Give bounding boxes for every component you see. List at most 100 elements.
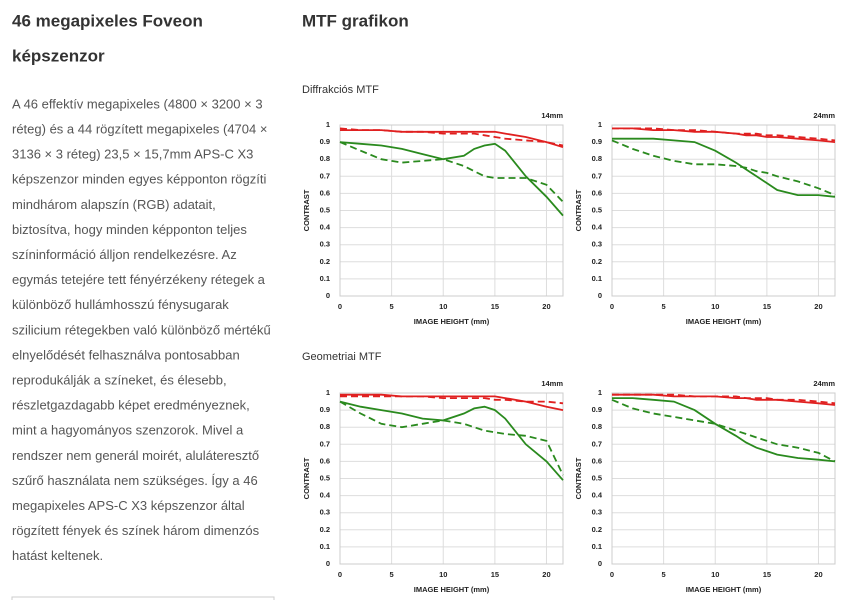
x-tick-label: 15 xyxy=(491,570,499,579)
section-title: MTF grafikon xyxy=(302,11,409,30)
y-tick-label: 0.4 xyxy=(592,491,603,500)
y-tick-label: 0.5 xyxy=(592,473,602,482)
article-line: szilicium rétegekben való különböző mért… xyxy=(12,322,271,337)
y-tick-label: 0.2 xyxy=(320,257,330,266)
group-title: Diffrakciós MTF xyxy=(302,84,379,96)
plot-frame xyxy=(611,124,836,297)
y-axis-label: CONTRAST xyxy=(574,457,583,499)
article-line: biztosítva, hogy minden képponton teljes xyxy=(12,222,247,237)
y-tick-label: 0 xyxy=(326,559,330,568)
plot-frame xyxy=(339,392,564,565)
article-title: képszenzor xyxy=(12,46,105,65)
y-tick-label: 0.9 xyxy=(320,137,330,146)
article-line: 3136 × 3 réteg) 23,5 × 15,7mm APS-C X3 xyxy=(12,147,253,162)
x-tick-label: 20 xyxy=(542,302,550,311)
x-tick-label: 5 xyxy=(390,302,394,311)
article-line: rendszer nem generál moirét, aluláteresz… xyxy=(12,448,259,463)
y-tick-label: 0.9 xyxy=(592,405,602,414)
x-tick-label: 5 xyxy=(662,570,666,579)
y-tick-label: 0.4 xyxy=(592,223,603,232)
y-tick-label: 1 xyxy=(598,388,602,397)
article-line: megapixeles APS-C X3 képszenzor által xyxy=(12,498,245,513)
x-axis-label: IMAGE HEIGHT (mm) xyxy=(686,317,762,326)
y-tick-label: 0.7 xyxy=(320,171,330,180)
y-tick-label: 0 xyxy=(326,291,330,300)
y-tick-label: 0.8 xyxy=(320,422,330,431)
x-tick-label: 10 xyxy=(439,570,447,579)
y-tick-label: 0.3 xyxy=(320,508,330,517)
y-tick-label: 0.4 xyxy=(320,223,331,232)
plot-frame xyxy=(339,124,564,297)
article-line: színinformáció álljon rendelkezésre. Az xyxy=(12,247,237,262)
y-tick-label: 0.2 xyxy=(592,257,602,266)
x-tick-label: 10 xyxy=(711,302,719,311)
x-tick-label: 20 xyxy=(542,570,550,579)
y-tick-label: 0.6 xyxy=(320,188,330,197)
y-tick-label: 0.3 xyxy=(592,240,602,249)
article-line: rögzített fények és színek három dimenzó… xyxy=(12,523,260,538)
y-tick-label: 0.3 xyxy=(592,508,602,517)
chart-label: 14mm xyxy=(541,379,563,388)
y-tick-label: 0.7 xyxy=(592,171,602,180)
y-tick-label: 0.9 xyxy=(320,405,330,414)
mtf-line xyxy=(612,393,836,405)
mtf-line xyxy=(612,397,836,463)
y-tick-label: 0.6 xyxy=(592,456,602,465)
y-tick-label: 0.2 xyxy=(320,525,330,534)
chart-label: 24mm xyxy=(813,379,835,388)
article-line: különböző hullámhosszú fénysugarak xyxy=(12,297,229,312)
x-axis-label: IMAGE HEIGHT (mm) xyxy=(686,585,762,594)
y-tick-label: 0.2 xyxy=(592,525,602,534)
x-tick-label: 15 xyxy=(763,570,771,579)
x-tick-label: 5 xyxy=(662,302,666,311)
y-tick-label: 1 xyxy=(598,120,602,129)
article-line: képszenzor minden egyes képponton rögzít… xyxy=(12,172,266,187)
y-tick-label: 0.1 xyxy=(320,274,330,283)
x-tick-label: 5 xyxy=(390,570,394,579)
x-axis-label: IMAGE HEIGHT (mm) xyxy=(414,585,490,594)
article-line: elnyelődését felhasználva pontosabban xyxy=(12,347,240,362)
x-tick-label: 20 xyxy=(814,302,822,311)
mtf-line xyxy=(339,141,564,217)
mtf-line xyxy=(611,398,836,463)
mtf-line xyxy=(612,127,836,142)
y-tick-label: 0 xyxy=(598,559,602,568)
mtf-line xyxy=(340,395,564,405)
article-line: egymás tetejére tett fényérzékeny rétege… xyxy=(12,272,266,287)
y-tick-label: 0.7 xyxy=(320,439,330,448)
mtf-line xyxy=(612,127,836,143)
mtf-line xyxy=(339,127,564,147)
y-tick-label: 0.5 xyxy=(320,473,330,482)
y-tick-label: 0.3 xyxy=(320,240,330,249)
x-tick-label: 0 xyxy=(338,302,342,311)
x-tick-label: 15 xyxy=(491,302,499,311)
article-line: reprodukálják a színeket, és élesebb, xyxy=(12,373,227,388)
y-axis-label: CONTRAST xyxy=(302,189,311,231)
y-tick-label: 1 xyxy=(326,120,330,129)
y-tick-label: 0.9 xyxy=(592,137,602,146)
mtf-line xyxy=(611,139,836,196)
article-line: mindhárom alapszín (RGB) adatait, xyxy=(12,197,216,212)
mtf-line xyxy=(339,400,564,481)
y-tick-label: 0.1 xyxy=(592,542,602,551)
y-axis-label: CONTRAST xyxy=(302,457,311,499)
y-tick-label: 0.8 xyxy=(592,154,602,163)
y-axis-label: CONTRAST xyxy=(574,189,583,231)
chart-label: 24mm xyxy=(813,111,835,120)
y-tick-label: 0.5 xyxy=(592,205,602,214)
group-title: Geometriai MTF xyxy=(302,351,382,363)
article-line: hatást keltenek. xyxy=(12,548,103,563)
y-tick-label: 0 xyxy=(598,291,602,300)
mtf-line xyxy=(339,400,564,476)
y-tick-label: 0.1 xyxy=(320,542,330,551)
article-line: mint a hagyományos szenzorok. Mivel a xyxy=(12,423,244,438)
article-title: 46 megapixeles Foveon xyxy=(12,11,203,30)
article-line: szűrő használata nem szükséges. Így a 46 xyxy=(12,473,258,488)
x-tick-label: 10 xyxy=(439,302,447,311)
x-tick-label: 15 xyxy=(763,302,771,311)
x-tick-label: 10 xyxy=(711,570,719,579)
x-tick-label: 0 xyxy=(610,302,614,311)
plot-frame xyxy=(611,392,836,565)
x-axis-label: IMAGE HEIGHT (mm) xyxy=(414,317,490,326)
